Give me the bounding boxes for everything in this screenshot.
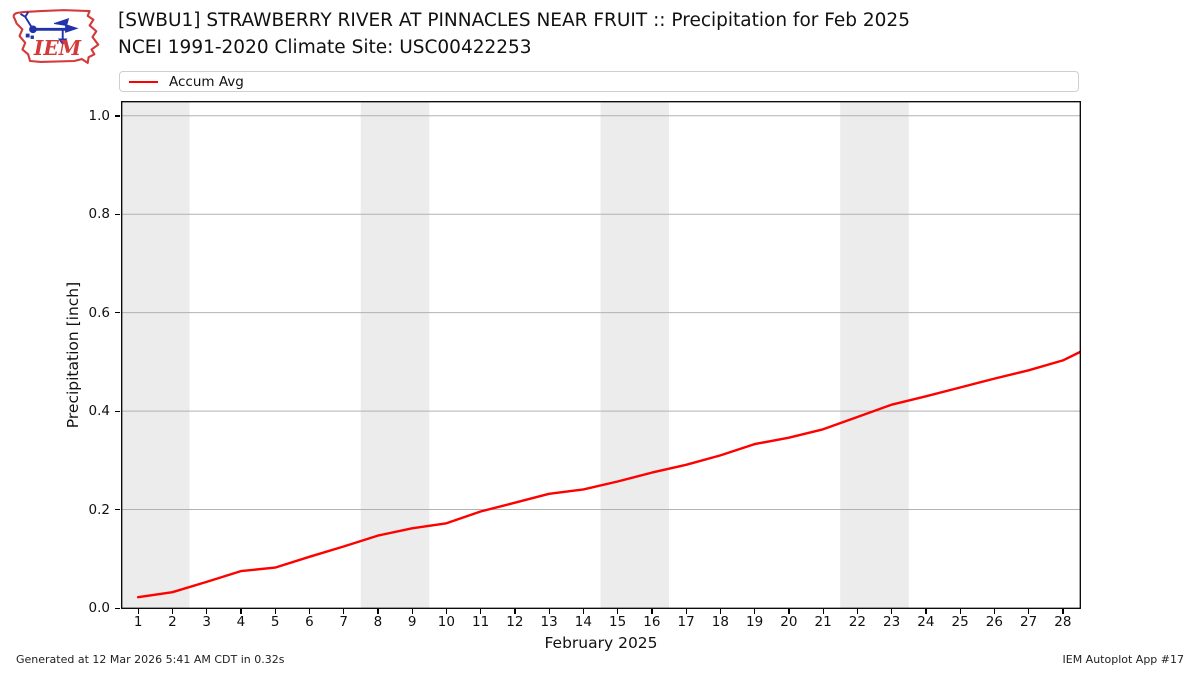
x-tick-label: 28: [1054, 614, 1072, 630]
x-tick-mark: [411, 609, 413, 614]
y-tick-mark: [115, 213, 120, 215]
weekend-band: [840, 102, 909, 608]
x-tick-mark: [206, 609, 208, 614]
x-tick-mark: [959, 609, 961, 614]
plot-frame: [121, 101, 1081, 609]
x-tick-mark: [856, 609, 859, 614]
chart-title: [SWBU1] STRAWBERRY RIVER AT PINNACLES NE…: [118, 10, 910, 31]
y-tick-mark: [115, 410, 120, 412]
x-tick-mark: [788, 609, 790, 614]
y-tick-label: 0.0: [88, 600, 110, 616]
x-tick-label: 20: [780, 614, 798, 630]
x-tick-label: 11: [472, 614, 490, 630]
x-tick-mark: [993, 609, 996, 614]
x-tick-label: 19: [746, 614, 764, 630]
x-tick-mark: [137, 609, 139, 614]
x-tick-mark: [171, 609, 174, 614]
x-tick-label: 4: [236, 614, 246, 630]
x-tick-label: 9: [407, 614, 417, 630]
weekend-band: [360, 102, 430, 608]
y-tick-label: 1.0: [88, 107, 110, 124]
x-tick-label: 14: [574, 614, 592, 630]
x-tick-label: 16: [643, 614, 661, 630]
x-tick-label: 2: [168, 614, 177, 630]
x-tick-label: 8: [373, 614, 383, 630]
x-tick-mark: [617, 609, 619, 614]
x-tick-label: 6: [305, 614, 314, 630]
x-tick-label: 15: [609, 614, 627, 630]
x-tick-label: 23: [883, 614, 901, 630]
chart-subtitle: NCEI 1991-2020 Climate Site: USC00422253: [118, 37, 532, 58]
x-tick-mark: [754, 609, 756, 614]
x-tick-label: 24: [917, 614, 935, 630]
x-tick-label: 1: [133, 614, 143, 630]
x-tick-label: 12: [506, 614, 524, 630]
x-tick-label: 5: [270, 614, 280, 630]
y-tick-label: 0.6: [88, 304, 110, 321]
x-tick-mark: [343, 609, 345, 614]
x-tick-mark: [308, 609, 311, 614]
x-axis-label: February 2025: [544, 634, 658, 652]
legend-label: Accum Avg: [169, 73, 244, 90]
x-tick-mark: [582, 609, 585, 614]
x-tick-mark: [651, 609, 653, 614]
x-tick-label: 18: [711, 614, 729, 630]
plot-area: [121, 101, 1081, 609]
x-tick-mark: [822, 609, 824, 614]
y-axis-label: Precipitation [inch]: [64, 281, 82, 429]
x-tick-label: 10: [437, 614, 455, 630]
y-tick-label: 0.4: [88, 403, 110, 420]
x-tick-mark: [719, 609, 722, 614]
y-tick-mark: [115, 607, 120, 609]
legend: Accum Avg: [119, 71, 1079, 92]
x-tick-label: 27: [1020, 614, 1038, 630]
iem-logo: IEM: [12, 9, 100, 64]
x-tick-mark: [685, 609, 687, 614]
x-tick-mark: [445, 609, 448, 614]
app-credit: IEM Autoplot App #17: [1062, 653, 1185, 666]
y-tick-label: 0.2: [88, 501, 110, 518]
y-tick-mark: [115, 509, 120, 511]
weather-vane-icon: [19, 11, 79, 46]
accum-avg-line: [136, 350, 1081, 599]
x-tick-mark: [480, 609, 482, 614]
x-tick-mark: [1062, 609, 1064, 614]
x-tick-label: 7: [339, 614, 348, 630]
x-tick-mark: [377, 609, 379, 614]
weekend-band: [600, 102, 669, 608]
iem-logo-text: IEM: [33, 36, 82, 60]
chart-title-block: [SWBU1] STRAWBERRY RIVER AT PINNACLES NE…: [118, 7, 910, 61]
legend-line-swatch: [129, 80, 158, 83]
iowa-outline: [12, 9, 100, 64]
y-tick-label: 0.8: [88, 206, 110, 223]
x-tick-label: 26: [985, 614, 1003, 630]
x-tick-mark: [514, 609, 516, 614]
weekend-band: [121, 102, 190, 608]
x-tick-label: 25: [951, 614, 969, 630]
x-tick-mark: [925, 609, 927, 614]
x-tick-label: 13: [540, 614, 558, 630]
x-tick-label: 17: [677, 614, 695, 630]
generated-timestamp: Generated at 12 Mar 2026 5:41 AM CDT in …: [16, 653, 285, 666]
x-tick-mark: [548, 609, 550, 614]
x-tick-mark: [1028, 609, 1030, 614]
x-tick-label: 21: [814, 614, 832, 630]
y-tick-mark: [115, 115, 120, 117]
x-tick-mark: [891, 609, 893, 614]
x-tick-label: 3: [202, 614, 211, 630]
x-tick-mark: [240, 609, 242, 614]
x-tick-mark: [274, 609, 276, 614]
y-tick-mark: [115, 312, 120, 314]
x-tick-label: 22: [848, 614, 866, 630]
